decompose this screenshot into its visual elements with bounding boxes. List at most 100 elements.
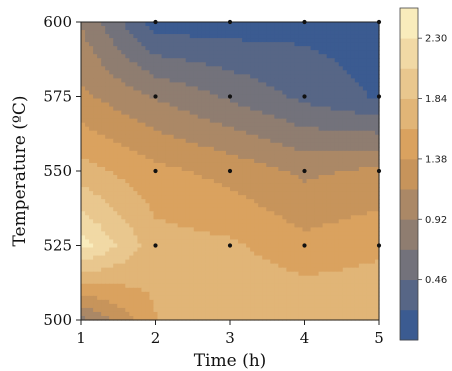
contour-cell (153, 58, 159, 63)
contour-cell (258, 191, 263, 196)
contour-cell (105, 263, 110, 269)
contour-cell (173, 90, 179, 96)
contour-cell (85, 195, 90, 200)
contour-cell (165, 259, 171, 265)
contour-cell (205, 70, 211, 75)
contour-cell (322, 166, 328, 172)
contour-cell (129, 30, 134, 35)
contour-cell (238, 142, 243, 148)
contour-cell (197, 146, 203, 152)
contour-cell (217, 291, 223, 297)
contour-cell (258, 110, 263, 116)
contour-cell (298, 22, 304, 27)
contour-cell (129, 34, 134, 39)
contour-cell (109, 50, 114, 55)
contour-cell (346, 90, 352, 96)
contour-cell (137, 211, 143, 216)
contour-cell (258, 231, 263, 237)
contour-cell (161, 219, 167, 224)
contour-cell (366, 231, 372, 237)
contour-cell (262, 30, 267, 35)
contour-cell (234, 247, 239, 253)
contour-cell (165, 243, 171, 249)
contour-cell (286, 78, 292, 84)
contour-cell (153, 138, 159, 144)
contour-cell (262, 98, 267, 104)
contour-cell (346, 42, 352, 47)
contour-cell (217, 154, 223, 160)
contour-cell (370, 215, 376, 220)
contour-cell (161, 162, 167, 168)
contour-cell (334, 58, 340, 63)
contour-cell (266, 66, 271, 71)
contour-cell (101, 26, 106, 31)
contour-cell (274, 275, 279, 281)
contour-cell (101, 255, 106, 261)
contour-cell (322, 70, 328, 75)
contour-cell (258, 142, 263, 148)
contour-cell (302, 142, 308, 148)
contour-cell (294, 106, 300, 112)
contour-cell (346, 243, 352, 249)
contour-cell (298, 150, 304, 156)
contour-cell (338, 287, 344, 293)
contour-cell (262, 58, 267, 63)
contour-cell (230, 134, 235, 140)
contour-cell (89, 183, 94, 188)
contour-cell (197, 22, 203, 27)
contour-cell (137, 223, 143, 228)
contour-cell (302, 66, 308, 71)
contour-cell (238, 110, 243, 116)
contour-cell (161, 54, 167, 59)
contour-cell (290, 199, 296, 204)
contour-cell (246, 199, 251, 204)
contour-cell (334, 134, 340, 140)
contour-cell (270, 38, 275, 43)
contour-cell (165, 86, 171, 92)
contour-cell (262, 54, 267, 59)
contour-cell (201, 203, 207, 208)
contour-cell (302, 179, 308, 184)
contour-cell (97, 166, 102, 172)
contour-cell (189, 114, 195, 120)
contour-cell (258, 98, 263, 104)
contour-cell (165, 122, 171, 128)
contour-cell (274, 154, 279, 160)
contour-cell (274, 150, 279, 156)
contour-cell (117, 150, 122, 156)
contour-cell (250, 219, 255, 224)
contour-cell (217, 38, 223, 43)
contour-cell (294, 50, 300, 55)
contour-cell (250, 74, 255, 79)
contour-cell (145, 38, 151, 43)
contour-cell (149, 215, 155, 220)
contour-cell (302, 251, 308, 257)
contour-cell (113, 154, 118, 160)
contour-cell (209, 54, 215, 59)
contour-cell (181, 211, 187, 216)
contour-cell (185, 179, 191, 184)
contour-cell (270, 86, 275, 92)
contour-cell (217, 255, 223, 261)
contour-cell (266, 287, 271, 293)
contour-cell (217, 98, 223, 104)
contour-cell (286, 30, 292, 35)
contour-cell (350, 263, 356, 269)
contour-cell (125, 126, 130, 132)
contour-cell (113, 86, 118, 92)
contour-cell (181, 191, 187, 196)
contour-cell (189, 231, 195, 237)
contour-cell (326, 287, 332, 293)
contour-cell (197, 66, 203, 71)
contour-cell (290, 275, 296, 281)
contour-cell (173, 114, 179, 120)
contour-cell (177, 231, 183, 237)
contour-cell (314, 215, 320, 220)
contour-cell (81, 150, 86, 156)
contour-cell (266, 247, 271, 253)
contour-cell (242, 239, 247, 245)
contour-cell (177, 211, 183, 216)
contour-cell (262, 86, 267, 92)
contour-cell (149, 263, 155, 269)
contour-cell (310, 30, 316, 35)
